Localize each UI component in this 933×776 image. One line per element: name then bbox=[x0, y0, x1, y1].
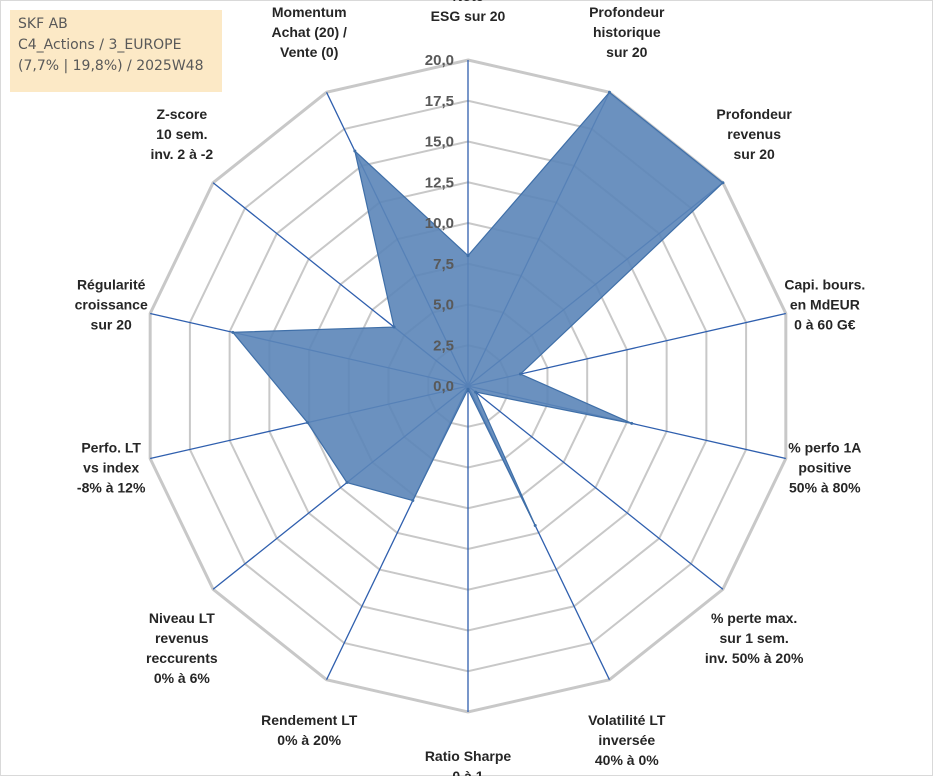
axis-label: Rendement LT 0% à 20% bbox=[261, 712, 358, 748]
axis-label: % perte max. sur 1 sem. inv. 50% à 20% bbox=[705, 610, 804, 666]
axis-label: Z-score 10 sem. inv. 2 à -2 bbox=[150, 106, 213, 162]
series-point bbox=[466, 254, 470, 258]
series-point bbox=[466, 387, 470, 391]
axis-label: NoteESG sur 20 bbox=[431, 0, 506, 24]
tick-label: 12,5 bbox=[425, 174, 454, 191]
tick-label: 20,0 bbox=[425, 52, 454, 69]
info-category: C4_Actions / 3_EUROPE bbox=[18, 37, 182, 53]
radar-series bbox=[231, 90, 725, 528]
series-point bbox=[533, 524, 537, 528]
tick-label: 10,0 bbox=[425, 215, 454, 232]
tick-label: 5,0 bbox=[433, 297, 454, 314]
axis-label: Ratio Sharpe 0 à 1 bbox=[425, 748, 512, 776]
axis-label: Volatilité LT inversée 40% à 0% bbox=[588, 712, 666, 768]
tick-label: 17,5 bbox=[425, 93, 454, 110]
tick-label: 2,5 bbox=[433, 337, 454, 354]
radar-tick-labels: 0,0 2,5 5,0 7,5 10,0 12,5 15,0 17,5 20,0 bbox=[425, 52, 454, 395]
tick-label: 15,0 bbox=[425, 134, 454, 151]
axis-label: Régularité croissance sur 20 bbox=[75, 277, 148, 333]
series-point bbox=[474, 390, 478, 394]
series-point bbox=[721, 181, 725, 185]
axis-label: Capi. bours. en MdEUR 0 à 60 G€ bbox=[784, 277, 865, 333]
info-period: (7,7% | 19,8%) / 2025W48 bbox=[18, 58, 204, 74]
axis-label: Niveau LT revenus reccurents 0% à 6% bbox=[146, 610, 218, 686]
tick-label: 0,0 bbox=[433, 378, 454, 395]
series-point bbox=[353, 149, 357, 153]
series-point bbox=[630, 421, 634, 425]
series-point bbox=[392, 325, 396, 329]
info-company-name: SKF AB bbox=[18, 16, 68, 32]
series-point bbox=[607, 90, 611, 94]
axis-label: Profondeur historique sur 20 bbox=[589, 4, 665, 60]
series-point bbox=[305, 421, 309, 425]
series-point bbox=[518, 372, 522, 376]
series-area bbox=[231, 91, 724, 526]
series-point bbox=[345, 481, 349, 485]
axis-label: % perfo 1A positive 50% à 80% bbox=[788, 439, 861, 495]
axis-label: Perfo. LT vs index -8% à 12% bbox=[77, 439, 146, 495]
series-point bbox=[411, 499, 415, 503]
series-point bbox=[231, 330, 235, 334]
axis-label: Profondeur revenus sur 20 bbox=[716, 106, 792, 162]
info-box: SKF AB C4_Actions / 3_EUROPE (7,7% | 19,… bbox=[10, 10, 222, 92]
axis-label: Momentum Achat (20) / Vente (0) bbox=[271, 4, 347, 60]
axis-spoke bbox=[467, 385, 724, 590]
tick-label: 7,5 bbox=[433, 256, 454, 273]
